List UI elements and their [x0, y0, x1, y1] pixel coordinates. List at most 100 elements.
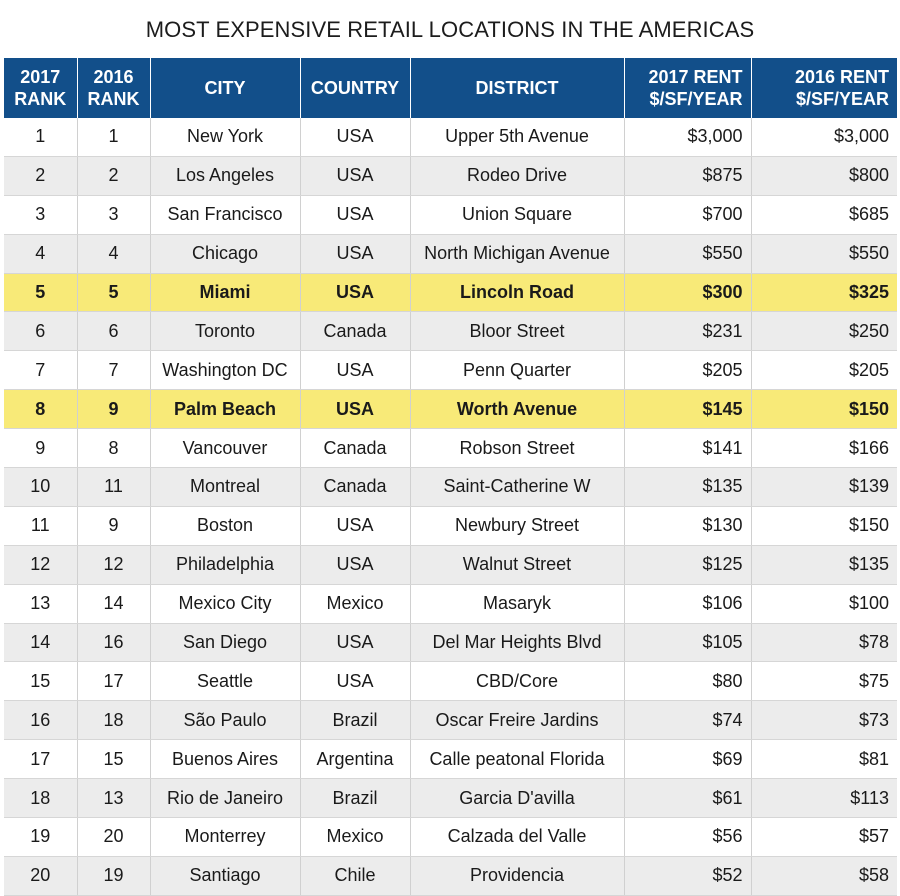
rent-2016-cell: $139: [751, 467, 897, 507]
city-cell: Santiago: [150, 856, 301, 896]
rank-2017-cell: 11: [4, 506, 78, 546]
table-row: 15 17 Seattle USA CBD/Core $80 $75: [4, 661, 897, 702]
city-cell: Toronto: [150, 311, 301, 352]
rent-2017-cell: $875: [624, 156, 752, 196]
rent-2017-cell: $135: [624, 467, 752, 507]
district-cell: Calle peatonal Florida: [410, 739, 625, 780]
rent-2016-cell: $73: [751, 700, 897, 741]
country-cell: Canada: [300, 428, 411, 469]
rent-2016-cell: $135: [751, 545, 897, 585]
rent-2017-cell: $700: [624, 195, 752, 235]
header-2017-rent: 2017 RENT $/SF/YEAR: [624, 58, 752, 118]
table-row: 17 15 Buenos Aires Argentina Calle peatonal …: [4, 739, 897, 780]
rank-2016-cell: 12: [77, 545, 151, 585]
table-row: 11 9 Boston USA Newbury Street $130 $150: [4, 506, 897, 546]
rank-2016-cell: 19: [77, 856, 151, 896]
city-cell: Miami: [150, 273, 301, 313]
rent-2017-cell: $300: [624, 273, 752, 313]
rent-2017-cell: $74: [624, 700, 752, 741]
district-cell: Walnut Street: [410, 545, 625, 585]
rent-2016-cell: $113: [751, 778, 897, 819]
rank-2016-cell: 11: [77, 467, 151, 507]
city-cell: San Diego: [150, 623, 301, 663]
city-cell: Philadelphia: [150, 545, 301, 585]
rent-2017-cell: $141: [624, 428, 752, 469]
district-cell: Garcia D'avilla: [410, 778, 625, 819]
rank-2016-cell: 4: [77, 234, 151, 274]
rank-2016-cell: 5: [77, 273, 151, 313]
district-cell: Masaryk: [410, 584, 625, 624]
city-cell: Los Angeles: [150, 156, 301, 196]
rank-2016-cell: 6: [77, 311, 151, 352]
rent-2017-cell: $3,000: [624, 118, 752, 157]
rent-2017-cell: $105: [624, 623, 752, 663]
rent-2017-cell: $61: [624, 778, 752, 819]
district-cell: Penn Quarter: [410, 350, 625, 391]
page-title: MOST EXPENSIVE RETAIL LOCATIONS IN THE A…: [145, 17, 755, 42]
district-cell: Robson Street: [410, 428, 625, 469]
rank-2017-cell: 2: [4, 156, 78, 196]
district-cell: Calzada del Valle: [410, 817, 625, 857]
rent-2017-cell: $145: [624, 389, 752, 430]
rank-2016-cell: 1: [77, 118, 151, 157]
country-cell: Mexico: [300, 584, 411, 624]
rent-2016-cell: $81: [751, 739, 897, 780]
header-2017-rank: 2017 RANK: [4, 58, 78, 118]
rent-2016-cell: $3,000: [751, 118, 897, 157]
city-cell: Seattle: [150, 661, 301, 702]
rent-table: 2017 RANK 2016 RANK CITY COUNTRY DISTRIC…: [4, 58, 897, 896]
table-row: 20 19 Santiago Chile Providencia $52 $58: [4, 856, 897, 896]
rank-2017-cell: 5: [4, 273, 78, 313]
rank-2017-cell: 12: [4, 545, 78, 585]
city-cell: Vancouver: [150, 428, 301, 469]
country-cell: USA: [300, 156, 411, 196]
table-row: 4 4 Chicago USA North Michigan Avenue $550 $55…: [4, 234, 897, 274]
country-cell: USA: [300, 661, 411, 702]
district-cell: Providencia: [410, 856, 625, 896]
rent-2016-cell: $150: [751, 389, 897, 430]
district-cell: Rodeo Drive: [410, 156, 625, 196]
rank-2017-cell: 18: [4, 778, 78, 819]
rank-2017-cell: 7: [4, 350, 78, 391]
city-cell: Boston: [150, 506, 301, 546]
table-body: 1 1 New York USA Upper 5th Avenue $3,000 $3,00…: [4, 118, 897, 896]
table-row: 14 16 San Diego USA Del Mar Heights Blvd $105…: [4, 623, 897, 663]
rank-2017-cell: 8: [4, 389, 78, 430]
rent-2017-cell: $69: [624, 739, 752, 780]
district-cell: Lincoln Road: [410, 273, 625, 313]
table-row: 9 8 Vancouver Canada Robson Street $141 $166: [4, 428, 897, 469]
table-row: 2 2 Los Angeles USA Rodeo Drive $875 $800: [4, 156, 897, 196]
city-cell: Rio de Janeiro: [150, 778, 301, 819]
rank-2016-cell: 13: [77, 778, 151, 819]
city-cell: Monterrey: [150, 817, 301, 857]
rent-2017-cell: $56: [624, 817, 752, 857]
rank-2016-cell: 8: [77, 428, 151, 469]
rent-2016-cell: $685: [751, 195, 897, 235]
country-cell: Argentina: [300, 739, 411, 780]
rank-2016-cell: 7: [77, 350, 151, 391]
rank-2017-cell: 20: [4, 856, 78, 896]
country-cell: Brazil: [300, 778, 411, 819]
city-cell: Palm Beach: [150, 389, 301, 430]
country-cell: USA: [300, 623, 411, 663]
country-cell: USA: [300, 545, 411, 585]
rank-2016-cell: 3: [77, 195, 151, 235]
district-cell: Upper 5th Avenue: [410, 118, 625, 157]
header-city: CITY: [150, 58, 301, 118]
district-cell: Bloor Street: [410, 311, 625, 352]
rank-2017-cell: 16: [4, 700, 78, 741]
table-row: 12 12 Philadelphia USA Walnut Street $125 $135: [4, 545, 897, 585]
rent-2017-cell: $80: [624, 661, 752, 702]
district-cell: Oscar Freire Jardins: [410, 700, 625, 741]
district-cell: Saint-Catherine W: [410, 467, 625, 507]
rent-2016-cell: $550: [751, 234, 897, 274]
table-row: 3 3 San Francisco USA Union Square $700 $685: [4, 195, 897, 235]
rank-2017-cell: 6: [4, 311, 78, 352]
district-cell: Del Mar Heights Blvd: [410, 623, 625, 663]
district-cell: Newbury Street: [410, 506, 625, 546]
rent-2016-cell: $58: [751, 856, 897, 896]
rent-2017-cell: $106: [624, 584, 752, 624]
rent-2017-cell: $125: [624, 545, 752, 585]
country-cell: Mexico: [300, 817, 411, 857]
header-2016-rank: 2016 RANK: [77, 58, 151, 118]
